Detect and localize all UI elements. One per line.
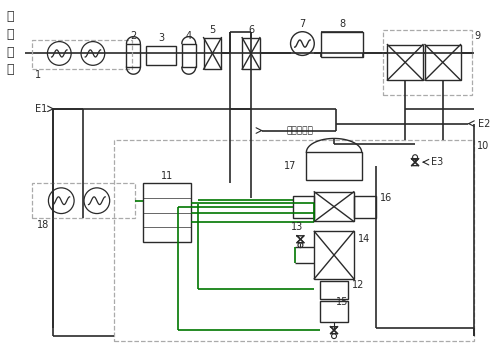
Text: 16: 16 <box>380 193 392 203</box>
Text: E3: E3 <box>431 157 443 167</box>
Bar <box>204 38 221 69</box>
Text: 8: 8 <box>339 19 345 29</box>
Bar <box>127 44 140 67</box>
Text: 3: 3 <box>158 33 164 42</box>
Bar <box>320 281 348 299</box>
Text: 11: 11 <box>161 171 173 181</box>
Text: 10: 10 <box>477 141 490 151</box>
Bar <box>306 152 362 180</box>
Text: E2: E2 <box>478 119 491 128</box>
Text: 7: 7 <box>300 19 305 29</box>
Text: 6: 6 <box>248 25 254 35</box>
Text: 收: 收 <box>6 28 14 41</box>
Bar <box>31 183 136 218</box>
Bar <box>383 30 472 95</box>
Bar <box>314 231 354 279</box>
Bar <box>242 38 260 69</box>
Text: 13: 13 <box>291 223 303 232</box>
Bar <box>425 45 461 80</box>
Text: 4: 4 <box>186 31 192 41</box>
Text: 18: 18 <box>37 220 50 230</box>
Bar <box>320 300 348 322</box>
Text: 气: 气 <box>6 63 14 76</box>
Text: 氩: 氩 <box>6 46 14 59</box>
Text: 15: 15 <box>336 298 349 307</box>
Text: 5: 5 <box>209 25 216 35</box>
Text: 回: 回 <box>6 10 14 23</box>
Bar <box>182 44 196 67</box>
Text: 12: 12 <box>352 280 364 290</box>
Text: 17: 17 <box>284 161 297 171</box>
Text: 9: 9 <box>474 31 481 41</box>
Bar <box>293 196 314 218</box>
Bar <box>31 40 133 69</box>
Text: 2: 2 <box>130 31 136 41</box>
Bar <box>354 196 376 218</box>
Text: 纯氩气产品: 纯氩气产品 <box>287 126 313 135</box>
Text: 14: 14 <box>358 234 370 244</box>
Bar <box>387 45 423 80</box>
Bar <box>321 32 363 58</box>
Bar <box>143 183 191 242</box>
Text: 1: 1 <box>34 70 41 80</box>
Text: E1: E1 <box>35 104 48 114</box>
Bar <box>113 140 474 341</box>
Bar <box>146 46 176 65</box>
Bar <box>314 192 354 221</box>
